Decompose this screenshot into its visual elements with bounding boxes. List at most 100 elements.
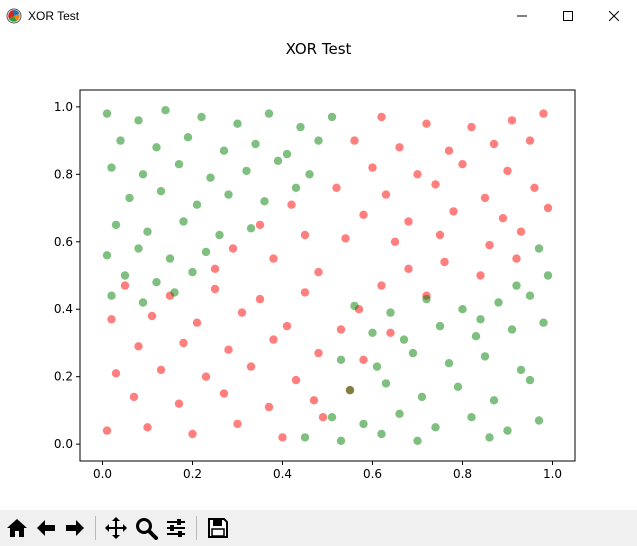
scatter-point (368, 328, 377, 337)
scatter-point (512, 281, 521, 290)
scatter-point (350, 301, 359, 311)
scatter-point (318, 413, 328, 422)
scatter-point (125, 193, 134, 203)
scatter-point (179, 338, 188, 348)
close-button[interactable] (591, 0, 637, 32)
scatter-point (507, 116, 517, 125)
pan-button[interactable] (102, 514, 130, 542)
scatter-point (201, 372, 211, 381)
scatter-point (512, 254, 521, 263)
toolbar-separator (95, 516, 96, 540)
y-tick-label: 0.0 (54, 437, 73, 451)
scatter-point (503, 426, 512, 435)
scatter-point (233, 419, 242, 429)
maximize-button[interactable] (545, 0, 591, 32)
scatter-point (107, 315, 116, 324)
scatter-point (525, 291, 535, 300)
chart-title: XOR Test (285, 40, 352, 58)
x-tick-label: 0.0 (93, 467, 112, 481)
back-arrow-icon (37, 520, 55, 536)
scatter-point (453, 382, 463, 391)
scatter-point (260, 197, 269, 206)
scatter-point (395, 143, 404, 152)
y-tick-label: 0.2 (54, 370, 73, 384)
scatter-point (507, 325, 517, 334)
minimize-button[interactable] (499, 0, 545, 32)
scatter-point (435, 321, 445, 331)
scatter-point (516, 227, 526, 236)
forward-button[interactable] (61, 514, 89, 542)
scatter-point (525, 136, 535, 145)
scatter-point (305, 170, 314, 179)
scatter-point (377, 281, 386, 290)
scatter-point (359, 419, 368, 429)
scatter-point (255, 294, 265, 304)
scatter-point (444, 146, 454, 155)
scatter-point (345, 386, 355, 395)
scatter-point (485, 433, 494, 442)
x-tick-label: 0.2 (183, 467, 202, 481)
scatter-point (404, 217, 413, 226)
save-icon (208, 518, 228, 538)
scatter-point (233, 119, 242, 128)
navigation-toolbar (0, 510, 637, 546)
scatter-point (489, 396, 499, 405)
scatter-point (476, 315, 485, 324)
back-button[interactable] (32, 514, 60, 542)
scatter-point (206, 173, 215, 182)
y-tick-label: 0.8 (54, 167, 73, 181)
scatter-point (440, 257, 449, 267)
scatter-point (219, 146, 229, 155)
scatter-point (300, 230, 310, 240)
close-icon (609, 11, 619, 21)
scatter-point (269, 335, 278, 344)
scatter-point (341, 234, 350, 243)
zoom-icon (136, 518, 158, 540)
home-button[interactable] (3, 514, 31, 542)
scatter-point (264, 402, 274, 412)
scatter-point (138, 298, 148, 307)
scatter-point (165, 254, 175, 263)
scatter-plot[interactable]: 0.0 0.2 0.4 0.6 0.8 1.0 0.0 0.2 0.4 0.6 0.8 1.0 (0, 32, 637, 510)
scatter-point (174, 160, 184, 169)
scatter-point (377, 429, 386, 439)
home-icon (7, 519, 27, 537)
scatter-point (174, 399, 184, 408)
scatter-point (372, 362, 382, 371)
scatter-point (192, 318, 202, 327)
configure-subplots-button[interactable] (162, 514, 190, 542)
title-bar: XOR Test (0, 0, 637, 32)
scatter-point (314, 136, 323, 145)
maximize-icon (563, 11, 573, 21)
scatter-point (278, 433, 287, 442)
scatter-point (534, 416, 544, 425)
scatter-point (309, 396, 319, 405)
scatter-point (543, 203, 553, 213)
window-title: XOR Test (28, 9, 80, 23)
zoom-button[interactable] (132, 514, 160, 542)
figure-canvas[interactable]: XOR Test 0.0 0.2 0.4 0.6 0.8 1.0 0.0 0.2 0.4 0.6 0… (0, 32, 637, 510)
scatter-point (134, 116, 143, 125)
scatter-point (377, 112, 386, 122)
scatter-point (219, 389, 229, 398)
scatter-point (417, 392, 427, 402)
scatter-point (179, 217, 188, 226)
points-layer (102, 106, 553, 445)
scatter-point (120, 271, 130, 280)
scatter-point (138, 170, 148, 179)
scatter-point (485, 240, 494, 250)
scatter-point (156, 187, 166, 196)
scatter-point (467, 122, 476, 132)
scatter-point (327, 413, 337, 422)
scatter-point (188, 267, 197, 277)
scatter-point (480, 352, 490, 361)
save-button[interactable] (204, 514, 232, 542)
scatter-point (336, 325, 346, 334)
scatter-point (111, 369, 121, 378)
scatter-point (435, 230, 445, 240)
scatter-point (192, 200, 202, 209)
scatter-point (413, 436, 422, 445)
scatter-point (314, 267, 323, 277)
scatter-point (534, 244, 544, 253)
x-tick-label: 0.4 (273, 467, 292, 481)
